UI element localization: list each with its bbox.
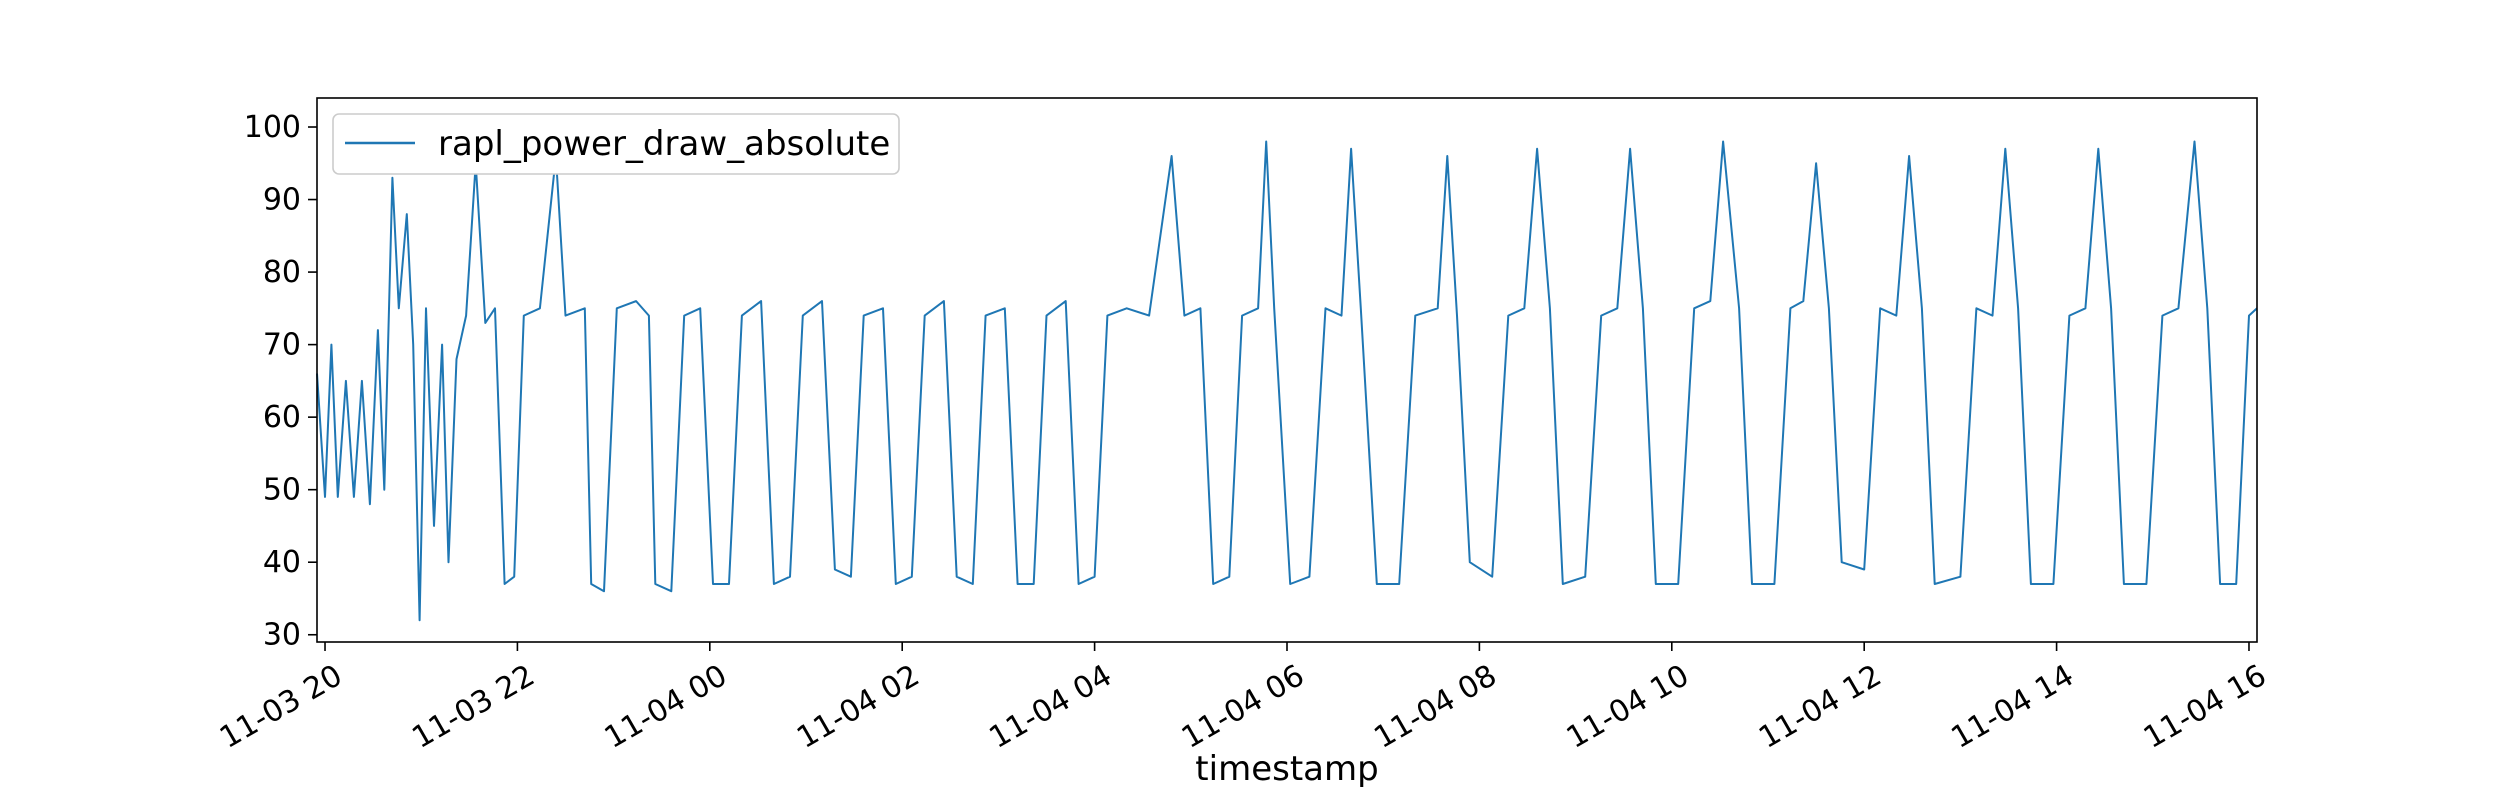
y-tick-label: 100 [244,110,301,145]
legend-box [332,113,900,175]
y-axis: 30 40 50 60 70 80 90 100 [244,110,317,653]
series-line [316,140,2258,622]
x-tick-label: 11-04 12 [1753,658,1887,756]
y-tick-label: 30 [263,618,301,653]
x-tick-label: 11-04 10 [1561,658,1695,756]
x-tick-label: 11-03 20 [214,658,348,756]
x-axis: 11-03 20 11-03 22 11-04 00 11-04 02 11-04 04… [214,642,2272,756]
legend-label: rapl_power_draw_absolute [438,124,890,164]
x-tick-label: 11-04 00 [599,658,733,756]
y-tick-label: 70 [263,328,301,363]
plot-area [316,140,2258,622]
x-tick-label: 11-04 16 [2138,658,2272,756]
axes-frame [316,97,2258,643]
x-tick-label: 11-04 08 [1368,658,1502,756]
y-tick-label: 50 [263,473,301,508]
y-tick-label: 90 [263,183,301,218]
legend: rapl_power_draw_absolute [332,113,900,175]
x-axis-title: timestamp [1195,749,1378,789]
y-tick-label: 60 [263,400,301,435]
y-tick-label: 80 [263,255,301,290]
x-tick-label: 11-04 06 [1176,658,1310,756]
x-tick-label: 11-03 22 [406,658,540,756]
x-tick-label: 11-04 04 [984,658,1118,756]
x-tick-label: 11-04 02 [791,658,925,756]
x-tick-label: 11-04 14 [1946,658,2080,756]
y-tick-label: 40 [263,545,301,580]
